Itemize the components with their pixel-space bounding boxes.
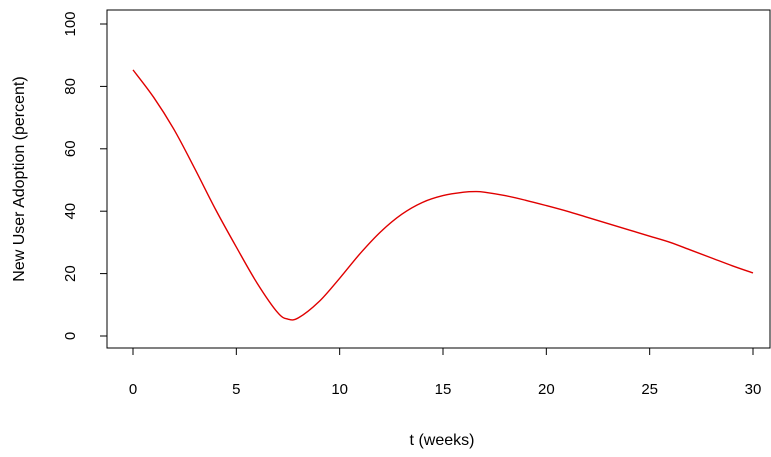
y-tick-label: 80 [62,78,79,95]
plot-frame [106,9,771,349]
y-tick-label: 60 [62,140,79,157]
series-layer [132,69,754,321]
x-tick-label: 5 [232,381,240,398]
x-tick-label: 0 [129,381,137,398]
x-tick-label: 30 [745,381,762,398]
y-tick-label: 40 [62,203,79,220]
x-axis-title: t (weeks) [410,432,475,449]
x-tick-label: 15 [435,381,452,398]
y-axis: 0 20 40 60 80 100 [62,11,108,340]
y-tick-label: 100 [62,11,79,36]
y-tick-label: 0 [62,332,79,340]
series-line [132,69,754,321]
x-tick-label: 10 [331,381,348,398]
x-tick-label: 25 [641,381,658,398]
y-axis-title: New User Adoption (percent) [11,76,28,281]
x-axis: 0 5 10 15 20 25 30 [129,347,762,398]
y-tick-label: 20 [62,265,79,282]
x-tick-label: 20 [538,381,555,398]
